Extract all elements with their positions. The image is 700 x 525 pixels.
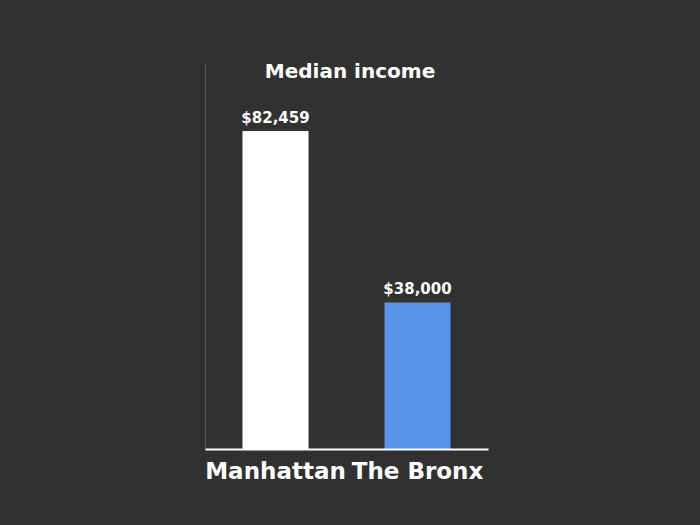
x-axis: ManhattanThe Bronx <box>205 449 488 484</box>
data-label: $82,459 <box>241 109 309 127</box>
x-tick-label: The Bronx <box>352 458 484 484</box>
bar <box>242 131 308 449</box>
x-tick: Manhattan <box>205 449 346 484</box>
x-axis-line <box>206 449 489 451</box>
data-label: $38,000 <box>383 280 451 298</box>
bar <box>384 302 450 449</box>
y-axis <box>205 64 206 450</box>
x-tick-label: Manhattan <box>205 458 346 484</box>
background <box>0 0 700 525</box>
chart: Median income ManhattanThe Bronx $82,459 $3… <box>0 0 700 525</box>
data-labels: $82,459 $38,000 <box>241 109 451 298</box>
x-tick: The Bronx <box>352 449 484 484</box>
y-axis-line <box>205 64 206 450</box>
title: Median income <box>265 59 435 83</box>
